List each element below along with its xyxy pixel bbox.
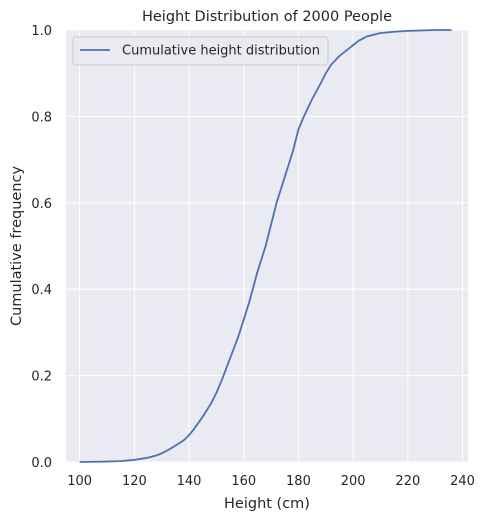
legend-label: Cumulative height distribution xyxy=(122,44,320,59)
y-axis-label: Cumulative frequency xyxy=(9,166,25,327)
x-axis-label: Height (cm) xyxy=(224,496,310,512)
tick-labels: 100 120 140 160 180 200 220 240 0.0 0.2 0.4 0.6 0.8 1… xyxy=(31,24,475,489)
chart-title: Height Distribution of 2000 People xyxy=(142,9,392,25)
x-tick-label: 180 xyxy=(286,474,311,489)
y-tick-label: 1.0 xyxy=(31,24,52,39)
y-tick-label: 0.6 xyxy=(31,197,52,212)
x-tick-label: 160 xyxy=(231,474,256,489)
grid xyxy=(66,29,468,463)
y-tick-label: 0.0 xyxy=(31,456,52,471)
x-tick-label: 120 xyxy=(122,474,147,489)
x-tick-label: 200 xyxy=(341,474,366,489)
x-tick-label: 220 xyxy=(395,474,420,489)
y-tick-label: 0.8 xyxy=(31,110,52,125)
series-layer xyxy=(79,29,452,463)
x-tick-label: 100 xyxy=(67,474,92,489)
legend-box xyxy=(72,36,329,66)
x-tick-label: 140 xyxy=(177,474,202,489)
cumulative-height-line xyxy=(79,29,452,463)
plot-area xyxy=(66,30,468,462)
x-tick-label: 240 xyxy=(450,474,475,489)
y-tick-label: 0.4 xyxy=(31,283,52,298)
y-tick-label: 0.2 xyxy=(31,370,52,385)
legend: Cumulative height distribution xyxy=(72,36,329,66)
